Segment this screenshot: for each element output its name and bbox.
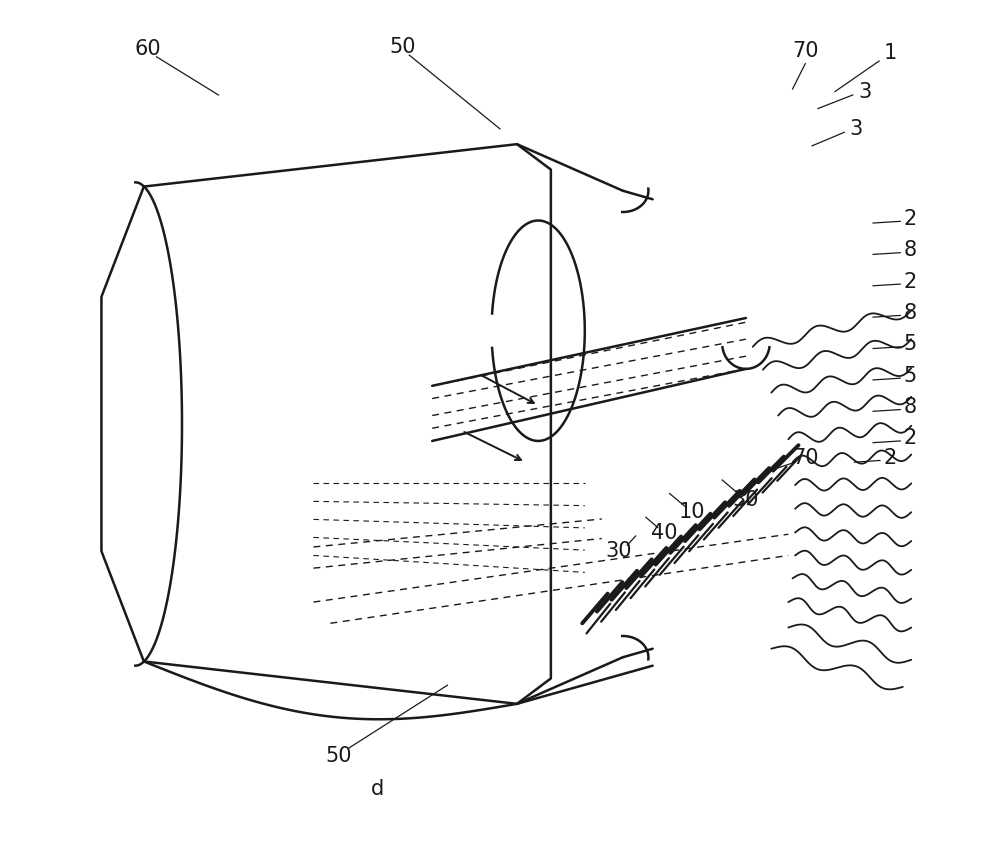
Text: 2: 2 (904, 428, 917, 449)
Text: 5: 5 (904, 365, 917, 386)
Text: 5: 5 (904, 334, 917, 354)
Text: 8: 8 (904, 240, 917, 260)
Text: 2: 2 (883, 448, 897, 468)
Text: 60: 60 (135, 39, 161, 59)
Text: d: d (370, 778, 384, 799)
Text: 70: 70 (792, 448, 819, 468)
Text: 50: 50 (326, 746, 352, 767)
Text: 10: 10 (678, 502, 705, 522)
Text: 70: 70 (792, 41, 819, 61)
Text: 8: 8 (904, 397, 917, 417)
Text: 30: 30 (733, 490, 759, 510)
Text: 3: 3 (850, 119, 863, 139)
Text: 40: 40 (651, 523, 678, 544)
Text: 2: 2 (904, 271, 917, 292)
Text: 1: 1 (883, 42, 897, 63)
Text: 3: 3 (858, 81, 871, 102)
Text: 30: 30 (605, 541, 632, 561)
Text: 2: 2 (904, 209, 917, 229)
Text: 8: 8 (904, 303, 917, 323)
Text: 50: 50 (389, 36, 416, 57)
